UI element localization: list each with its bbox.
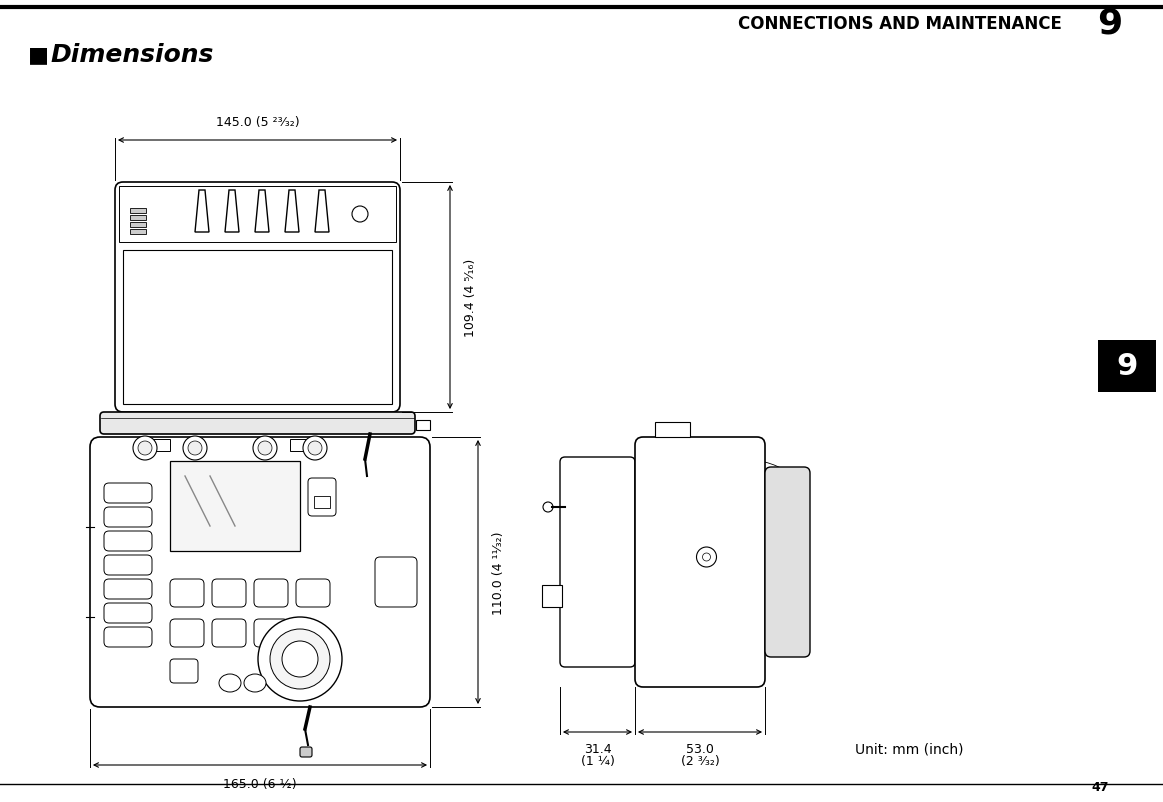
FancyBboxPatch shape bbox=[561, 457, 635, 667]
Text: 9: 9 bbox=[1116, 352, 1137, 381]
Text: (2 ³⁄₃₂): (2 ³⁄₃₂) bbox=[680, 754, 720, 767]
FancyBboxPatch shape bbox=[254, 619, 288, 647]
FancyBboxPatch shape bbox=[104, 555, 152, 575]
Text: 110.0 (4 ¹¹⁄₃₂): 110.0 (4 ¹¹⁄₃₂) bbox=[492, 531, 505, 614]
Ellipse shape bbox=[244, 674, 266, 692]
Text: 31.4: 31.4 bbox=[584, 742, 612, 755]
FancyBboxPatch shape bbox=[297, 579, 330, 607]
FancyBboxPatch shape bbox=[170, 579, 204, 607]
Circle shape bbox=[133, 436, 157, 460]
Text: 53.0: 53.0 bbox=[686, 742, 714, 755]
Polygon shape bbox=[195, 191, 209, 233]
FancyBboxPatch shape bbox=[130, 209, 147, 214]
FancyBboxPatch shape bbox=[374, 557, 418, 607]
Text: (1 ¼): (1 ¼) bbox=[580, 754, 614, 767]
FancyBboxPatch shape bbox=[100, 412, 415, 435]
Circle shape bbox=[543, 502, 552, 512]
Text: CONNECTIONS AND MAINTENANCE: CONNECTIONS AND MAINTENANCE bbox=[739, 15, 1062, 33]
Text: Unit: mm (inch): Unit: mm (inch) bbox=[855, 742, 963, 756]
Text: ■: ■ bbox=[28, 45, 49, 65]
FancyBboxPatch shape bbox=[254, 579, 288, 607]
Circle shape bbox=[138, 441, 152, 456]
FancyBboxPatch shape bbox=[765, 468, 809, 657]
Circle shape bbox=[183, 436, 207, 460]
FancyBboxPatch shape bbox=[123, 251, 392, 404]
Polygon shape bbox=[285, 191, 299, 233]
FancyBboxPatch shape bbox=[314, 496, 330, 508]
Ellipse shape bbox=[219, 674, 241, 692]
Polygon shape bbox=[224, 191, 240, 233]
Circle shape bbox=[304, 436, 327, 460]
FancyBboxPatch shape bbox=[655, 423, 690, 437]
Text: 145.0 (5 ²³⁄₃₂): 145.0 (5 ²³⁄₃₂) bbox=[215, 115, 299, 129]
FancyBboxPatch shape bbox=[104, 532, 152, 551]
Circle shape bbox=[702, 553, 711, 561]
Text: 109.4 (4 ⁵⁄₁₆): 109.4 (4 ⁵⁄₁₆) bbox=[464, 258, 477, 337]
FancyBboxPatch shape bbox=[104, 579, 152, 599]
FancyBboxPatch shape bbox=[104, 627, 152, 647]
FancyBboxPatch shape bbox=[104, 603, 152, 623]
FancyBboxPatch shape bbox=[212, 619, 247, 647]
Text: 9: 9 bbox=[1098, 7, 1122, 41]
Circle shape bbox=[352, 207, 368, 223]
FancyBboxPatch shape bbox=[104, 508, 152, 528]
FancyBboxPatch shape bbox=[130, 223, 147, 228]
Circle shape bbox=[258, 618, 342, 701]
FancyBboxPatch shape bbox=[170, 659, 198, 683]
FancyBboxPatch shape bbox=[104, 484, 152, 504]
FancyBboxPatch shape bbox=[90, 437, 430, 707]
FancyBboxPatch shape bbox=[300, 747, 312, 757]
Circle shape bbox=[188, 441, 202, 456]
FancyBboxPatch shape bbox=[416, 420, 430, 431]
Circle shape bbox=[270, 630, 330, 689]
Circle shape bbox=[258, 441, 272, 456]
Circle shape bbox=[697, 547, 716, 567]
FancyBboxPatch shape bbox=[115, 183, 400, 412]
FancyBboxPatch shape bbox=[119, 187, 395, 243]
FancyBboxPatch shape bbox=[542, 585, 562, 607]
FancyBboxPatch shape bbox=[170, 619, 204, 647]
Text: 165.0 (6 ½): 165.0 (6 ½) bbox=[223, 777, 297, 790]
FancyBboxPatch shape bbox=[170, 461, 300, 551]
Circle shape bbox=[254, 436, 277, 460]
FancyBboxPatch shape bbox=[361, 477, 374, 489]
FancyBboxPatch shape bbox=[290, 439, 320, 452]
FancyBboxPatch shape bbox=[635, 437, 765, 687]
Polygon shape bbox=[255, 191, 269, 233]
Text: Dimensions: Dimensions bbox=[50, 43, 213, 67]
FancyBboxPatch shape bbox=[130, 216, 147, 221]
Polygon shape bbox=[315, 191, 329, 233]
Circle shape bbox=[281, 642, 317, 677]
FancyBboxPatch shape bbox=[130, 229, 147, 235]
Text: 47: 47 bbox=[1091, 780, 1108, 793]
Circle shape bbox=[308, 441, 322, 456]
Bar bbox=[1098, 341, 1156, 392]
FancyBboxPatch shape bbox=[212, 579, 247, 607]
FancyBboxPatch shape bbox=[140, 439, 170, 452]
FancyBboxPatch shape bbox=[308, 479, 336, 516]
